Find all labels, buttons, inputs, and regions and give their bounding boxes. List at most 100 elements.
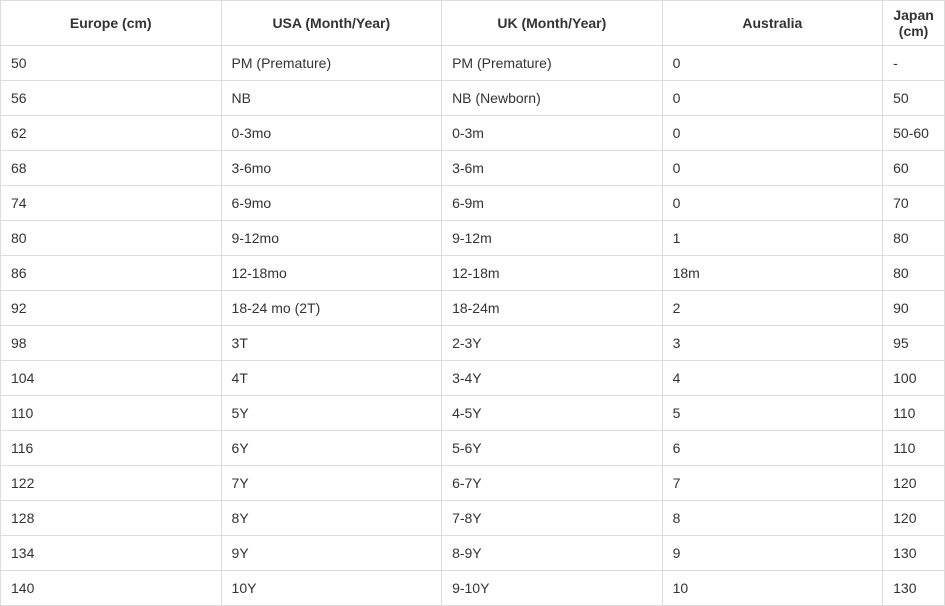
cell-australia: 9 [662,536,883,571]
col-header-uk: UK (Month/Year) [442,1,663,46]
cell-australia: 18m [662,256,883,291]
cell-uk: 0-3m [442,116,663,151]
cell-australia: 3 [662,326,883,361]
cell-australia: 0 [662,186,883,221]
cell-usa: 9Y [221,536,442,571]
cell-europe: 134 [1,536,222,571]
table-header-row: Europe (cm) USA (Month/Year) UK (Month/Y… [1,1,945,46]
cell-usa: 5Y [221,396,442,431]
col-header-australia: Australia [662,1,883,46]
cell-usa: 8Y [221,501,442,536]
size-conversion-table: Europe (cm) USA (Month/Year) UK (Month/Y… [0,0,945,606]
cell-japan: 130 [883,536,945,571]
table: Europe (cm) USA (Month/Year) UK (Month/Y… [0,0,945,606]
cell-australia: 2 [662,291,883,326]
cell-usa: 12-18mo [221,256,442,291]
cell-uk: 6-9m [442,186,663,221]
cell-uk: 3-6m [442,151,663,186]
table-row: 92 18-24 mo (2T) 18-24m 2 90 [1,291,945,326]
table-row: 50 PM (Premature) PM (Premature) 0 - [1,46,945,81]
cell-australia: 6 [662,431,883,466]
cell-australia: 5 [662,396,883,431]
cell-europe: 110 [1,396,222,431]
cell-usa: NB [221,81,442,116]
cell-japan: 110 [883,396,945,431]
cell-europe: 92 [1,291,222,326]
cell-europe: 86 [1,256,222,291]
cell-usa: 4T [221,361,442,396]
table-row: 74 6-9mo 6-9m 0 70 [1,186,945,221]
cell-europe: 116 [1,431,222,466]
cell-uk: 4-5Y [442,396,663,431]
cell-japan: 60 [883,151,945,186]
table-row: 68 3-6mo 3-6m 0 60 [1,151,945,186]
cell-japan: 80 [883,256,945,291]
cell-japan: 50 [883,81,945,116]
cell-japan: 120 [883,501,945,536]
table-row: 134 9Y 8-9Y 9 130 [1,536,945,571]
cell-japan: 120 [883,466,945,501]
cell-usa: 3T [221,326,442,361]
cell-japan: 95 [883,326,945,361]
cell-uk: PM (Premature) [442,46,663,81]
cell-uk: 5-6Y [442,431,663,466]
cell-uk: 9-10Y [442,571,663,606]
cell-australia: 1 [662,221,883,256]
cell-uk: 2-3Y [442,326,663,361]
cell-uk: NB (Newborn) [442,81,663,116]
cell-usa: 18-24 mo (2T) [221,291,442,326]
cell-usa: 6-9mo [221,186,442,221]
cell-japan: 70 [883,186,945,221]
cell-uk: 7-8Y [442,501,663,536]
table-row: 98 3T 2-3Y 3 95 [1,326,945,361]
cell-europe: 140 [1,571,222,606]
cell-australia: 8 [662,501,883,536]
table-row: 140 10Y 9-10Y 10 130 [1,571,945,606]
cell-australia: 7 [662,466,883,501]
cell-uk: 9-12m [442,221,663,256]
table-row: 128 8Y 7-8Y 8 120 [1,501,945,536]
cell-europe: 98 [1,326,222,361]
col-header-europe: Europe (cm) [1,1,222,46]
col-header-usa: USA (Month/Year) [221,1,442,46]
cell-usa: PM (Premature) [221,46,442,81]
table-row: 56 NB NB (Newborn) 0 50 [1,81,945,116]
cell-australia: 0 [662,116,883,151]
table-row: 80 9-12mo 9-12m 1 80 [1,221,945,256]
cell-europe: 68 [1,151,222,186]
cell-australia: 0 [662,151,883,186]
table-row: 62 0-3mo 0-3m 0 50-60 [1,116,945,151]
table-row: 122 7Y 6-7Y 7 120 [1,466,945,501]
cell-europe: 80 [1,221,222,256]
cell-australia: 0 [662,81,883,116]
cell-japan: 50-60 [883,116,945,151]
cell-usa: 6Y [221,431,442,466]
table-row: 116 6Y 5-6Y 6 110 [1,431,945,466]
cell-japan: 130 [883,571,945,606]
cell-australia: 0 [662,46,883,81]
col-header-japan: Japan (cm) [883,1,945,46]
cell-europe: 122 [1,466,222,501]
cell-japan: 110 [883,431,945,466]
cell-japan: - [883,46,945,81]
cell-usa: 9-12mo [221,221,442,256]
table-row: 104 4T 3-4Y 4 100 [1,361,945,396]
cell-japan: 90 [883,291,945,326]
cell-europe: 56 [1,81,222,116]
cell-japan: 80 [883,221,945,256]
cell-uk: 12-18m [442,256,663,291]
cell-europe: 62 [1,116,222,151]
table-row: 110 5Y 4-5Y 5 110 [1,396,945,431]
cell-uk: 18-24m [442,291,663,326]
cell-uk: 8-9Y [442,536,663,571]
cell-usa: 3-6mo [221,151,442,186]
cell-europe: 74 [1,186,222,221]
cell-uk: 6-7Y [442,466,663,501]
cell-uk: 3-4Y [442,361,663,396]
cell-australia: 4 [662,361,883,396]
cell-europe: 128 [1,501,222,536]
cell-australia: 10 [662,571,883,606]
cell-usa: 7Y [221,466,442,501]
cell-usa: 0-3mo [221,116,442,151]
cell-europe: 50 [1,46,222,81]
